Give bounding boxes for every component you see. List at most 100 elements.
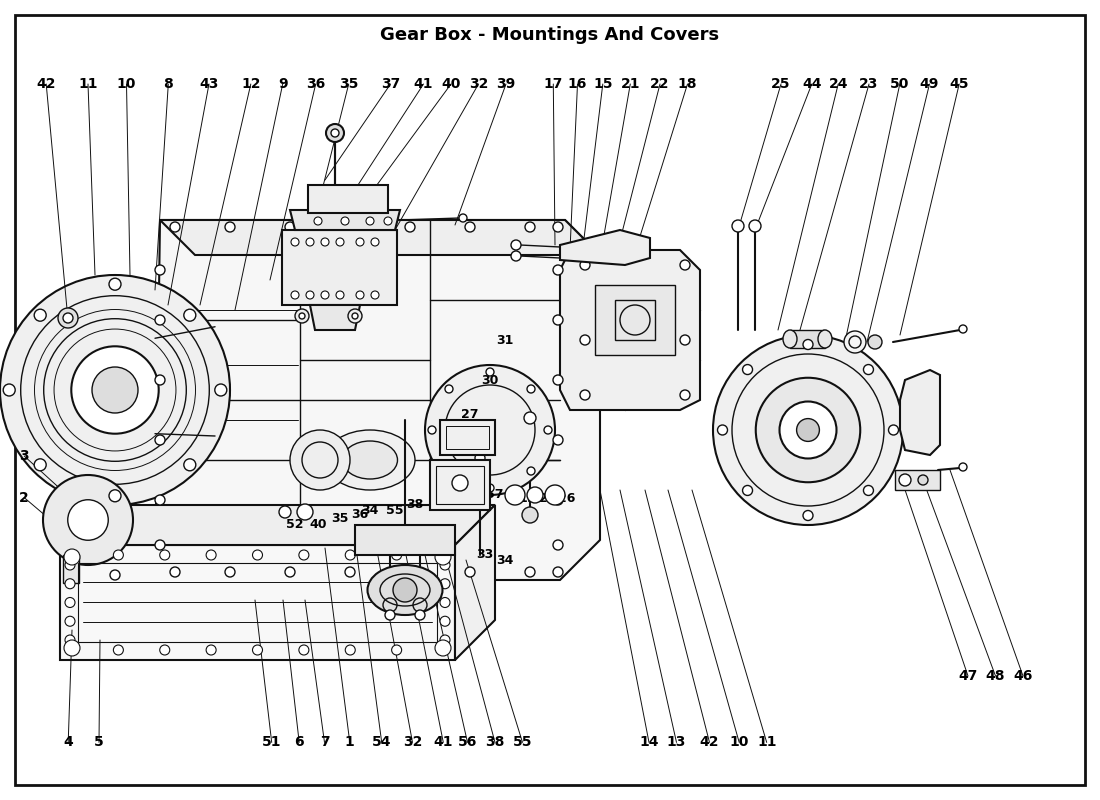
Circle shape bbox=[392, 645, 402, 655]
Text: 38: 38 bbox=[485, 735, 505, 750]
Circle shape bbox=[756, 378, 860, 482]
Circle shape bbox=[544, 485, 565, 505]
Text: 29: 29 bbox=[443, 443, 461, 457]
Circle shape bbox=[505, 485, 525, 505]
Circle shape bbox=[392, 550, 402, 560]
Circle shape bbox=[110, 570, 120, 580]
Text: 46: 46 bbox=[1013, 669, 1033, 683]
Circle shape bbox=[393, 578, 417, 602]
Circle shape bbox=[522, 507, 538, 523]
Text: 19: 19 bbox=[518, 491, 536, 505]
Text: 14: 14 bbox=[639, 735, 659, 750]
Circle shape bbox=[524, 412, 536, 424]
Text: 55: 55 bbox=[386, 503, 404, 517]
Circle shape bbox=[321, 238, 329, 246]
Circle shape bbox=[438, 550, 448, 560]
Circle shape bbox=[297, 504, 313, 520]
Circle shape bbox=[321, 291, 329, 299]
Circle shape bbox=[356, 238, 364, 246]
Text: 35: 35 bbox=[331, 511, 349, 525]
Text: 17: 17 bbox=[543, 77, 563, 91]
Circle shape bbox=[959, 463, 967, 471]
Text: 53: 53 bbox=[460, 431, 476, 445]
Text: 10: 10 bbox=[117, 77, 136, 91]
Circle shape bbox=[184, 309, 196, 321]
Circle shape bbox=[415, 610, 425, 620]
Circle shape bbox=[68, 500, 108, 540]
Polygon shape bbox=[160, 220, 600, 255]
Text: 26: 26 bbox=[559, 491, 575, 505]
Text: 21: 21 bbox=[620, 77, 640, 91]
Text: 38: 38 bbox=[406, 498, 424, 511]
Bar bbox=[78, 563, 437, 642]
Text: 3: 3 bbox=[20, 449, 29, 463]
Circle shape bbox=[295, 309, 309, 323]
Text: 25: 25 bbox=[771, 77, 791, 91]
Text: 50: 50 bbox=[890, 77, 910, 91]
Circle shape bbox=[803, 339, 813, 350]
Circle shape bbox=[292, 238, 299, 246]
Text: 43: 43 bbox=[199, 77, 219, 91]
Circle shape bbox=[113, 645, 123, 655]
Text: 8: 8 bbox=[164, 77, 173, 91]
Circle shape bbox=[796, 418, 820, 442]
Circle shape bbox=[65, 635, 75, 645]
Circle shape bbox=[160, 550, 169, 560]
Circle shape bbox=[452, 475, 468, 491]
Polygon shape bbox=[290, 210, 400, 230]
Circle shape bbox=[326, 124, 344, 142]
Text: 27: 27 bbox=[461, 409, 478, 422]
Circle shape bbox=[67, 645, 77, 655]
Circle shape bbox=[553, 435, 563, 445]
Text: 30: 30 bbox=[482, 374, 498, 386]
Text: 32: 32 bbox=[403, 735, 422, 750]
Circle shape bbox=[465, 567, 475, 577]
Bar bbox=[595, 285, 675, 355]
Circle shape bbox=[3, 384, 15, 396]
Circle shape bbox=[331, 129, 339, 137]
Text: 41: 41 bbox=[433, 735, 453, 750]
Text: 10: 10 bbox=[729, 735, 749, 750]
Text: 22: 22 bbox=[650, 77, 670, 91]
Circle shape bbox=[113, 550, 123, 560]
Circle shape bbox=[446, 385, 453, 393]
Circle shape bbox=[306, 238, 313, 246]
Text: 37: 37 bbox=[381, 77, 400, 91]
Circle shape bbox=[155, 265, 165, 275]
Text: 57: 57 bbox=[486, 489, 504, 502]
Circle shape bbox=[475, 453, 485, 463]
Ellipse shape bbox=[342, 441, 397, 479]
Circle shape bbox=[67, 550, 77, 560]
Polygon shape bbox=[900, 370, 940, 455]
Circle shape bbox=[527, 385, 535, 393]
Text: 11: 11 bbox=[78, 77, 98, 91]
Circle shape bbox=[292, 291, 299, 299]
Ellipse shape bbox=[818, 330, 832, 348]
Text: 24: 24 bbox=[828, 77, 848, 91]
Circle shape bbox=[345, 645, 355, 655]
Circle shape bbox=[58, 308, 78, 328]
Text: 12: 12 bbox=[241, 77, 261, 91]
Circle shape bbox=[780, 402, 836, 458]
Circle shape bbox=[717, 425, 727, 435]
Circle shape bbox=[680, 390, 690, 400]
Circle shape bbox=[306, 291, 313, 299]
Circle shape bbox=[226, 222, 235, 232]
Circle shape bbox=[553, 567, 563, 577]
Text: 35: 35 bbox=[339, 77, 359, 91]
Circle shape bbox=[405, 222, 415, 232]
Circle shape bbox=[553, 495, 563, 505]
Bar bbox=[430, 460, 490, 510]
Circle shape bbox=[299, 550, 309, 560]
Text: 39: 39 bbox=[496, 77, 516, 91]
Circle shape bbox=[170, 567, 180, 577]
Circle shape bbox=[371, 238, 380, 246]
Circle shape bbox=[713, 335, 903, 525]
Circle shape bbox=[553, 540, 563, 550]
Bar bbox=[308, 185, 388, 213]
Circle shape bbox=[63, 313, 73, 323]
Circle shape bbox=[440, 598, 450, 607]
Circle shape bbox=[285, 222, 295, 232]
Text: 40: 40 bbox=[441, 77, 461, 91]
Circle shape bbox=[155, 375, 165, 385]
